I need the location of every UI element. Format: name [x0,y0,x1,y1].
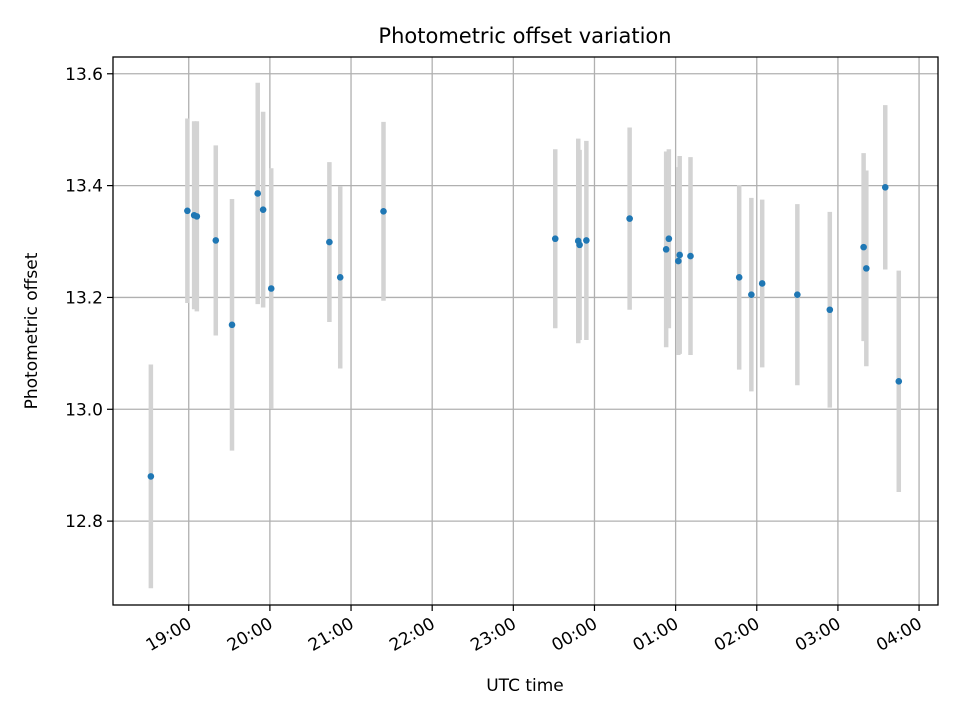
data-point [254,190,262,197]
y-axis-ticks: 12.8 13.0 13.2 13.4 13.6 [65,65,113,532]
data-point [212,237,220,244]
data-point [576,241,583,249]
y-tick-label: 13.0 [65,400,103,420]
plot-frame [112,56,939,606]
data-point [895,378,903,385]
data-point [336,274,344,281]
data-point [881,183,889,191]
data-point [676,251,683,259]
data-point [380,208,387,215]
data-points [147,183,903,480]
data-point [551,235,559,243]
data-point [228,321,236,329]
chart-title: Photometric offset variation [378,24,671,48]
data-point [259,206,267,213]
x-axis-label: UTC time [486,676,564,696]
y-tick-label: 13.4 [65,177,103,197]
data-point [184,207,191,215]
data-point [794,291,801,298]
data-point [863,265,870,272]
data-point [662,246,670,253]
data-point [675,257,682,265]
data-point [826,306,834,314]
grid [113,57,938,605]
y-axis-label: Photometric offset [22,252,42,409]
data-point [665,235,673,243]
data-point [748,291,755,298]
data-point [326,238,333,246]
data-point [758,280,766,287]
data-point [626,215,633,222]
y-tick-label: 13.2 [65,288,103,308]
y-tick-label: 12.8 [65,512,103,532]
data-point [583,237,590,244]
data-point [687,252,694,260]
data-point [267,285,275,292]
data-point [860,243,867,251]
y-tick-label: 13.6 [65,65,103,85]
data-point [147,473,155,480]
data-point [193,213,201,220]
data-point [735,274,743,281]
